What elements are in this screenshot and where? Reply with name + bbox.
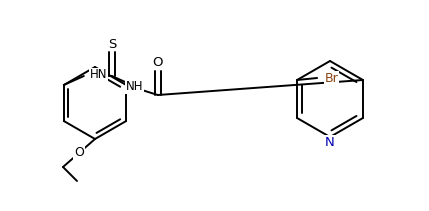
Text: Br: Br xyxy=(325,72,339,84)
Text: HN: HN xyxy=(90,69,107,81)
Text: O: O xyxy=(74,146,84,160)
Text: O: O xyxy=(153,57,163,69)
Text: NH: NH xyxy=(126,81,144,93)
Text: S: S xyxy=(108,38,116,50)
Text: N: N xyxy=(325,135,335,149)
